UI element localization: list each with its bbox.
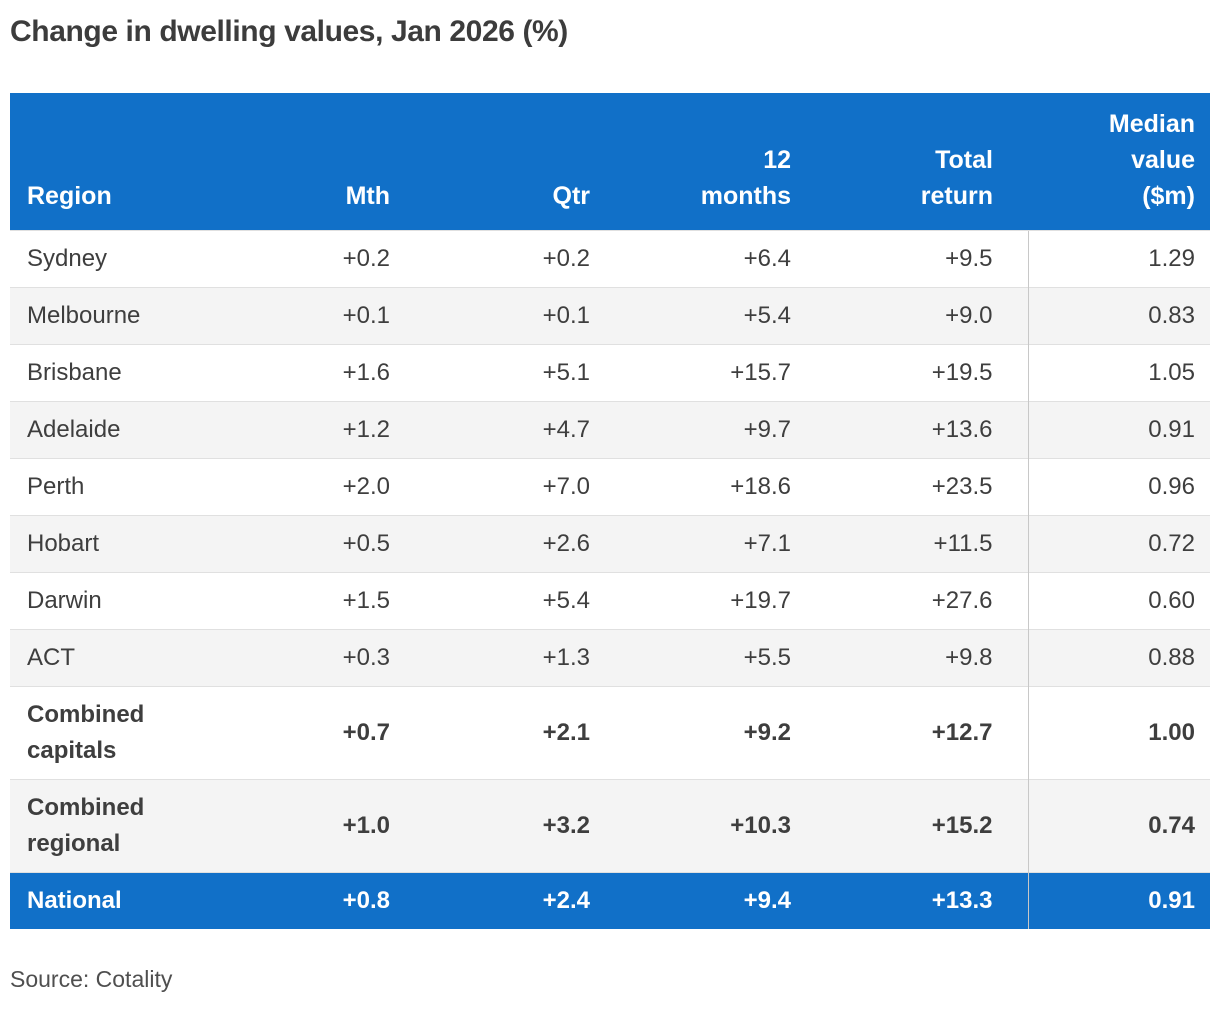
cell-mth: +0.8 — [205, 871, 405, 929]
table-row: Combined capitals +0.7 +2.1 +9.2 +12.7 1.00 — [10, 685, 1210, 779]
dwelling-values-table: Region Mth Qtr 12 months Total return Median … — [10, 93, 1210, 929]
cell-median: 0.91 — [1027, 871, 1210, 929]
cell-median: 0.72 — [1027, 514, 1210, 572]
cell-median: 0.96 — [1027, 457, 1210, 515]
column-header-qtr: Qtr — [405, 93, 605, 230]
cell-total: +13.6 — [806, 400, 1028, 458]
table-body: Sydney +0.2 +0.2 +6.4 +9.5 1.29 Melbourne +0.1 +… — [10, 229, 1210, 929]
cell-qtr: +5.1 — [405, 343, 605, 401]
column-header-label: 12 months — [700, 145, 791, 210]
cell-mth: +1.5 — [205, 571, 405, 629]
table-row: Hobart +0.5 +2.6 +7.1 +11.5 0.72 — [10, 514, 1210, 572]
cell-m12: +10.3 — [605, 778, 806, 872]
table-row: ACT +0.3 +1.3 +5.5 +9.8 0.88 — [10, 628, 1210, 686]
cell-qtr: +0.2 — [405, 229, 605, 287]
cell-m12: +15.7 — [605, 343, 806, 401]
column-header-m12: 12 months — [605, 93, 806, 230]
cell-m12: +18.6 — [605, 457, 806, 515]
cell-qtr: +2.4 — [405, 871, 605, 929]
cell-median: 1.05 — [1027, 343, 1210, 401]
table-row: Sydney +0.2 +0.2 +6.4 +9.5 1.29 — [10, 229, 1210, 287]
cell-total: +23.5 — [806, 457, 1028, 515]
cell-mth: +0.5 — [205, 514, 405, 572]
column-header-label: Qtr — [552, 181, 591, 210]
cell-total: +9.0 — [806, 286, 1028, 344]
cell-region: Melbourne — [10, 286, 205, 344]
cell-total: +12.7 — [806, 685, 1028, 779]
cell-total: +15.2 — [806, 778, 1028, 872]
cell-mth: +1.0 — [205, 778, 405, 872]
cell-region: Darwin — [10, 571, 205, 629]
cell-total: +9.5 — [806, 229, 1028, 287]
table-row: Melbourne +0.1 +0.1 +5.4 +9.0 0.83 — [10, 286, 1210, 344]
column-header-label: Total return — [920, 145, 993, 210]
table-row: Brisbane +1.6 +5.1 +15.7 +19.5 1.05 — [10, 343, 1210, 401]
cell-median: 0.74 — [1027, 778, 1210, 872]
header-row: Region Mth Qtr 12 months Total return Median … — [10, 93, 1210, 230]
cell-qtr: +0.1 — [405, 286, 605, 344]
cell-total: +11.5 — [806, 514, 1028, 572]
cell-qtr: +1.3 — [405, 628, 605, 686]
cell-median: 1.29 — [1027, 229, 1210, 287]
column-header-label: Median value ($m) — [1108, 109, 1195, 210]
cell-m12: +7.1 — [605, 514, 806, 572]
table-row: National +0.8 +2.4 +9.4 +13.3 0.91 — [10, 871, 1210, 929]
cell-mth: +1.2 — [205, 400, 405, 458]
cell-median: 0.60 — [1027, 571, 1210, 629]
cell-region: Adelaide — [10, 400, 205, 458]
cell-median: 0.91 — [1027, 400, 1210, 458]
cell-region: Combined regional — [10, 778, 205, 872]
column-header-label: Region — [27, 181, 112, 210]
source-note: Source: Cotality — [10, 966, 173, 992]
column-header-label: Mth — [345, 181, 390, 210]
cell-median: 1.00 — [1027, 685, 1210, 779]
cell-total: +27.6 — [806, 571, 1028, 629]
column-header-median: Median value ($m) — [1028, 93, 1210, 230]
cell-qtr: +5.4 — [405, 571, 605, 629]
cell-total: +9.8 — [806, 628, 1028, 686]
cell-m12: +9.4 — [605, 871, 806, 929]
cell-m12: +19.7 — [605, 571, 806, 629]
table-row: Combined regional +1.0 +3.2 +10.3 +15.2 0.74 — [10, 778, 1210, 872]
cell-region: National — [10, 871, 205, 929]
column-header-region: Region — [10, 93, 205, 230]
cell-region: Perth — [10, 457, 205, 515]
chart-title: Change in dwelling values, Jan 2026 (%) — [10, 15, 568, 48]
cell-qtr: +7.0 — [405, 457, 605, 515]
cell-qtr: +2.6 — [405, 514, 605, 572]
table-row: Darwin +1.5 +5.4 +19.7 +27.6 0.60 — [10, 571, 1210, 629]
cell-median: 0.83 — [1027, 286, 1210, 344]
cell-mth: +0.7 — [205, 685, 405, 779]
cell-m12: +5.4 — [605, 286, 806, 344]
cell-region: Brisbane — [10, 343, 205, 401]
cell-region: Hobart — [10, 514, 205, 572]
cell-qtr: +3.2 — [405, 778, 605, 872]
cell-region: Combined capitals — [10, 685, 205, 779]
cell-m12: +9.7 — [605, 400, 806, 458]
cell-region: Sydney — [10, 229, 205, 287]
table-row: Adelaide +1.2 +4.7 +9.7 +13.6 0.91 — [10, 400, 1210, 458]
cell-mth: +2.0 — [205, 457, 405, 515]
cell-qtr: +2.1 — [405, 685, 605, 779]
cell-mth: +0.2 — [205, 229, 405, 287]
cell-m12: +5.5 — [605, 628, 806, 686]
column-header-mth: Mth — [205, 93, 405, 230]
cell-region: ACT — [10, 628, 205, 686]
cell-m12: +9.2 — [605, 685, 806, 779]
cell-mth: +0.1 — [205, 286, 405, 344]
cell-mth: +0.3 — [205, 628, 405, 686]
column-header-total: Total return — [806, 93, 1028, 230]
cell-total: +19.5 — [806, 343, 1028, 401]
cell-total: +13.3 — [806, 871, 1028, 929]
cell-qtr: +4.7 — [405, 400, 605, 458]
cell-median: 0.88 — [1027, 628, 1210, 686]
cell-m12: +6.4 — [605, 229, 806, 287]
cell-mth: +1.6 — [205, 343, 405, 401]
table-row: Perth +2.0 +7.0 +18.6 +23.5 0.96 — [10, 457, 1210, 515]
